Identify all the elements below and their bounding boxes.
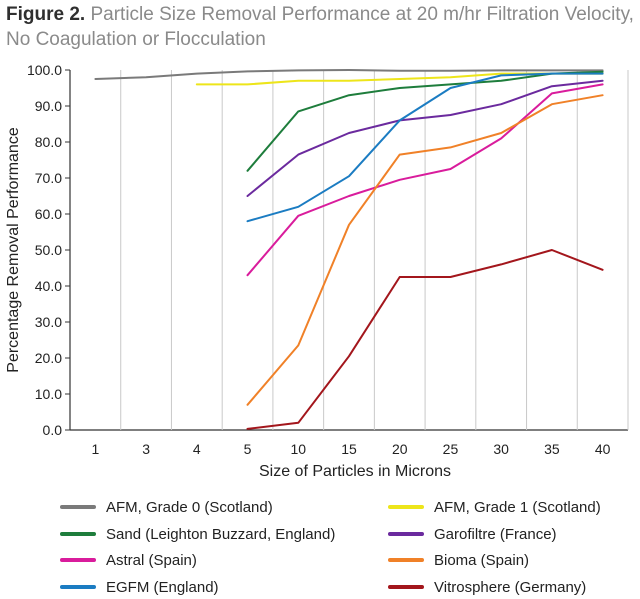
y-tick-label: 70.0 <box>35 170 62 186</box>
y-tick-label: 10.0 <box>35 386 62 402</box>
x-tick-label: 25 <box>443 441 459 457</box>
series-line-egfm-england <box>246 72 604 223</box>
x-tick-label: 40 <box>595 441 611 457</box>
x-tick-label: 4 <box>193 441 201 457</box>
x-tick-label: 30 <box>493 441 509 457</box>
legend-label: EGFM (England) <box>106 579 219 596</box>
y-axis-label: Percentage Removal Performance <box>5 127 22 373</box>
series-lines <box>94 69 604 430</box>
series-line-vitrosphere-germany <box>246 249 604 430</box>
figure-label: Figure 2. <box>6 4 86 25</box>
y-tick-label: 60.0 <box>35 206 62 222</box>
x-tick-label: 1 <box>91 441 99 457</box>
y-tick-label: 90.0 <box>35 98 62 114</box>
series-line-afm-grade-0-scotland <box>94 69 604 80</box>
x-tick-label: 3 <box>142 441 150 457</box>
plot-frame <box>69 70 628 431</box>
legend-label: Garofiltre (France) <box>434 526 557 543</box>
y-tick-labels: 0.0 10.0 20.0 30.0 40.0 50.0 60.0 70.0 80.0 90.0 1… <box>27 62 70 438</box>
y-tick-label: 50.0 <box>35 242 62 258</box>
x-tick-labels: 1 3 4 5 10 15 20 25 30 35 40 <box>91 441 610 457</box>
legend-label: AFM, Grade 0 (Scotland) <box>106 499 273 516</box>
series-line-bioma-spain <box>246 94 604 406</box>
chart-title: Figure 2. Particle Size Removal Performa… <box>6 2 636 52</box>
legend-label: Vitrosphere (Germany) <box>434 579 586 596</box>
series-line-astral-spain <box>246 83 604 277</box>
y-tick-label: 20.0 <box>35 350 62 366</box>
x-tick-label: 15 <box>341 441 357 457</box>
y-tick-label: 30.0 <box>35 314 62 330</box>
y-tick-label: 100.0 <box>27 62 62 78</box>
x-tick-label: 5 <box>244 441 252 457</box>
series-line-garofiltre-france <box>246 79 604 197</box>
y-tick-label: 0.0 <box>43 422 63 438</box>
legend-label: AFM, Grade 1 (Scotland) <box>434 499 601 516</box>
legend-label: Astral (Spain) <box>106 552 197 569</box>
x-tick-label: 10 <box>290 441 306 457</box>
x-tick-label: 35 <box>544 441 560 457</box>
legend: AFM, Grade 0 (Scotland) AFM, Grade 1 (Sco… <box>60 499 601 596</box>
y-tick-label: 40.0 <box>35 278 62 294</box>
y-tick-label: 80.0 <box>35 134 62 150</box>
grid-lines <box>120 70 629 430</box>
legend-label: Bioma (Spain) <box>434 552 529 569</box>
figure-title-text: Particle Size Removal Performance at 20 … <box>6 4 634 50</box>
x-axis-label: Size of Particles in Microns <box>259 463 451 480</box>
x-tick-label: 20 <box>392 441 408 457</box>
legend-label: Sand (Leighton Buzzard, England) <box>106 526 335 543</box>
